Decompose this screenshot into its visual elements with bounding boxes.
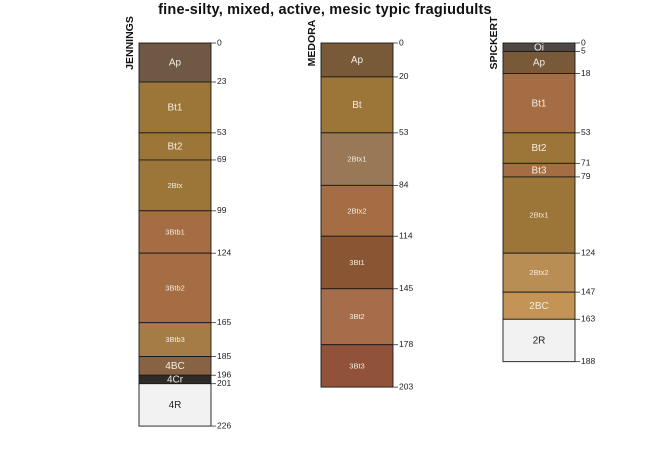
spickert-depth-label: 124	[581, 247, 595, 257]
medora-depth-label: 145	[399, 283, 413, 293]
medora-depth-label: 84	[399, 180, 409, 190]
jennings-horizon-9	[138, 383, 212, 427]
spickert-horizon-label-6: 2Btx2	[529, 268, 548, 277]
spickert-depth-label: 18	[581, 68, 591, 78]
medora-horizon-4	[320, 235, 394, 290]
jennings-horizon-0	[138, 42, 212, 83]
medora-depth-label: 20	[399, 71, 409, 81]
spickert-horizon-label-8: 2R	[533, 336, 546, 347]
page-title: fine-silty, mixed, active, mesic typic f…	[158, 2, 492, 18]
jennings-horizon-label-0: Ap	[169, 58, 182, 69]
medora-horizon-label-2: 2Btx1	[347, 155, 366, 164]
jennings-horizon-label-4: 3Btb1	[165, 227, 185, 236]
medora-horizon-2	[320, 132, 394, 186]
jennings-depth-label: 69	[217, 154, 227, 164]
medora-horizon-6	[320, 344, 394, 388]
jennings-horizon-label-6: 3Btb3	[165, 335, 185, 344]
jennings-depth-label: 196	[217, 369, 231, 379]
medora-horizon-3	[320, 184, 394, 237]
jennings-horizon-label-5: 3Btb2	[165, 283, 185, 292]
spickert-horizon-label-2: Bt1	[531, 98, 546, 109]
spickert-horizon-label-0: Oi	[534, 42, 544, 53]
jennings-horizon-label-8: 4Cr	[167, 375, 184, 386]
medora-depth-label: 178	[399, 339, 413, 349]
medora-horizon-label-3: 2Btx2	[347, 206, 366, 215]
spickert-depth-label: 147	[581, 286, 595, 296]
medora-depth-label: 114	[399, 230, 413, 240]
jennings-depth-label: 99	[217, 205, 227, 215]
jennings-depth-label: 23	[217, 76, 227, 86]
medora-horizon-label-1: Bt	[352, 100, 362, 111]
medora-horizon-label-5: 3Bt2	[349, 312, 364, 321]
jennings-depth-label: 165	[217, 317, 231, 327]
jennings-horizon-label-2: Bt2	[167, 142, 182, 153]
medora-depth-label: 203	[399, 381, 413, 391]
jennings-depth-label: 201	[217, 378, 231, 388]
jennings-horizon-label-1: Bt1	[167, 103, 182, 114]
jennings-depth-label: 0	[217, 37, 222, 47]
spickert-horizon-7	[502, 291, 576, 320]
jennings-depth-label: 124	[217, 247, 231, 257]
jennings-horizon-label-9: 4R	[169, 400, 182, 411]
medora-horizon-1	[320, 76, 394, 134]
spickert-depth-label: 79	[581, 171, 591, 181]
spickert-depth-label: 0	[581, 37, 586, 47]
jennings-profile-name: JENNINGS	[124, 16, 136, 70]
spickert-horizon-label-3: Bt2	[531, 143, 546, 154]
medora-horizon-0	[320, 42, 394, 78]
spickert-depth-label: 5	[581, 46, 586, 56]
medora-depth-label: 0	[399, 37, 404, 47]
spickert-horizon-2	[502, 73, 576, 134]
spickert-horizon-label-1: Ap	[533, 58, 546, 69]
medora-depth-label: 53	[399, 127, 409, 137]
jennings-depth-label: 226	[217, 420, 231, 430]
spickert-horizon-8	[502, 318, 576, 363]
spickert-depth-label: 71	[581, 158, 591, 168]
jennings-horizon-5	[138, 252, 212, 324]
jennings-depth-label: 53	[217, 127, 227, 137]
jennings-depth-label: 185	[217, 351, 231, 361]
jennings-horizon-label-7: 4BC	[165, 361, 184, 372]
medora-horizon-label-0: Ap	[351, 55, 364, 66]
jennings-horizon-label-3: 2Btx	[167, 181, 182, 190]
spickert-depth-label: 188	[581, 356, 595, 366]
spickert-horizon-5	[502, 176, 576, 254]
spickert-horizon-label-7: 2BC	[529, 301, 548, 312]
medora-horizon-label-4: 3Bt1	[349, 258, 364, 267]
medora-horizon-label-6: 3Bt3	[349, 361, 364, 370]
spickert-depth-label: 163	[581, 314, 595, 324]
jennings-horizon-4	[138, 210, 212, 254]
spickert-horizon-label-4: Bt3	[531, 165, 546, 176]
medora-profile-name: MEDORA	[306, 19, 318, 66]
spickert-profile-name: SPICKERT	[488, 16, 500, 70]
spickert-horizon-label-5: 2Btx1	[529, 211, 548, 220]
spickert-horizon-3	[502, 132, 576, 164]
spickert-depth-label: 53	[581, 127, 591, 137]
